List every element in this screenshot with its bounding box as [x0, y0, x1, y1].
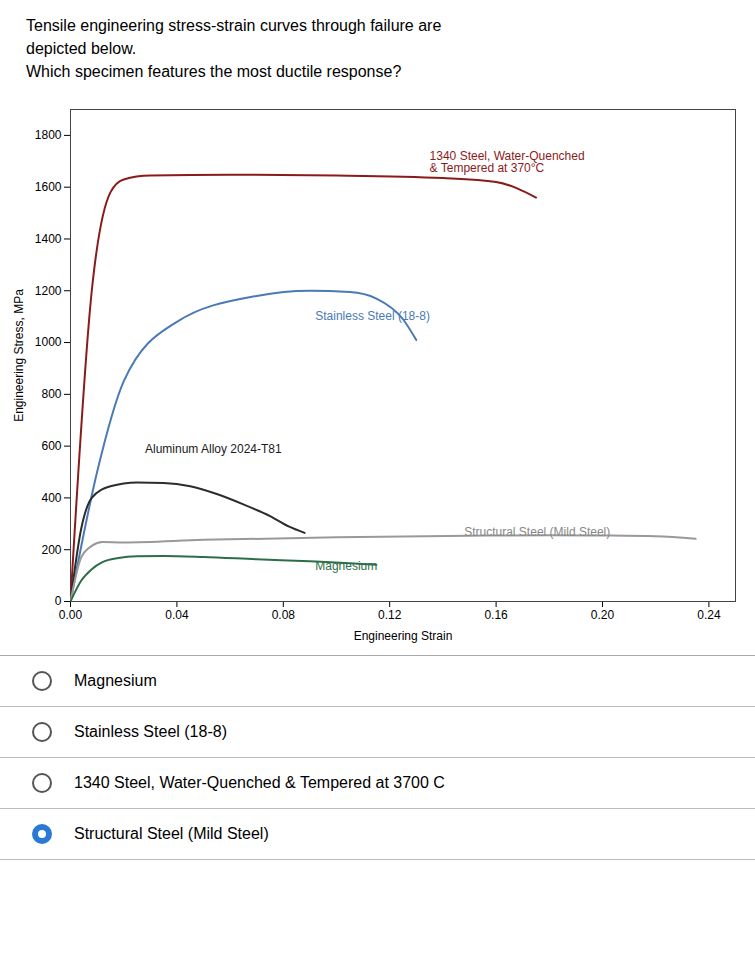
svg-text:1600: 1600 — [35, 180, 62, 194]
html-text:Structural Steel (Mild Steel): Structural Steel (Mild Steel) — [74, 825, 269, 842]
html-text:Magnesium: Magnesium — [74, 672, 157, 689]
svg-text:Aluminum Alloy 2024-T81: Aluminum Alloy 2024-T81 — [145, 442, 282, 456]
svg-text:800: 800 — [41, 387, 61, 401]
svg-text:0.20: 0.20 — [591, 608, 615, 622]
svg-text:0.04: 0.04 — [165, 608, 189, 622]
svg-text:1400: 1400 — [35, 232, 62, 246]
svg-text:200: 200 — [41, 543, 61, 557]
svg-text:1800: 1800 — [35, 128, 62, 142]
svg-text:0.16: 0.16 — [484, 608, 508, 622]
html-text:Which specimen features the mo: Which specimen features the most ductile… — [26, 63, 402, 80]
svg-text:1340 Steel, Water-Quenched& Te: 1340 Steel, Water-Quenched& Tempered at … — [430, 149, 585, 175]
svg-text:0: 0 — [55, 594, 62, 608]
html-text:Stainless Steel (18-8): Stainless Steel (18-8) — [74, 723, 227, 740]
svg-text:1000: 1000 — [35, 335, 62, 349]
svg-text:400: 400 — [41, 491, 61, 505]
svg-text:Engineering Stress, MPa: Engineering Stress, MPa — [12, 289, 26, 422]
svg-text:0.24: 0.24 — [697, 608, 721, 622]
svg-text:Engineering Strain: Engineering Strain — [354, 629, 453, 643]
svg-text:0.08: 0.08 — [272, 608, 296, 622]
html-text:1340 Steel, Water-Quenched & T: 1340 Steel, Water-Quenched & Tempered at… — [74, 774, 445, 791]
svg-text:0.12: 0.12 — [378, 608, 402, 622]
svg-text:0.00: 0.00 — [59, 608, 83, 622]
svg-text:1200: 1200 — [35, 284, 62, 298]
svg-text:Magnesium: Magnesium — [315, 559, 377, 573]
svg-text:600: 600 — [41, 439, 61, 453]
svg-text:Stainless Steel (18-8): Stainless Steel (18-8) — [315, 309, 430, 323]
html-text:Tensile engineering stress-str: Tensile engineering stress-strain curves… — [26, 17, 442, 57]
svg-text:Structural Steel (Mild Steel): Structural Steel (Mild Steel) — [464, 525, 610, 539]
